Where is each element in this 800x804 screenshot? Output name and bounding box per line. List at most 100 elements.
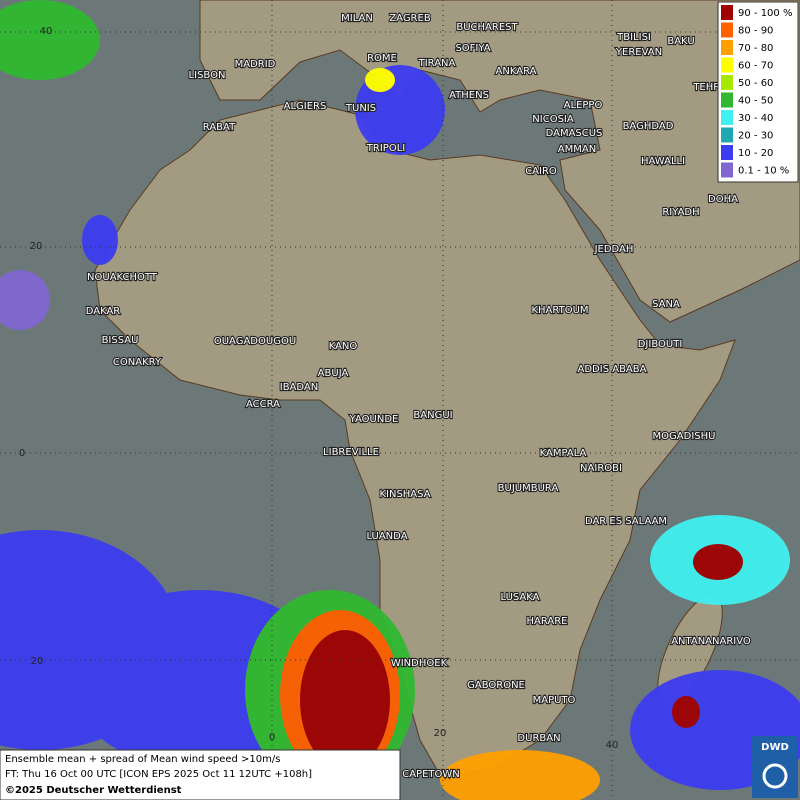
graticule-label: 40: [40, 26, 53, 37]
legend-label: 0.1 - 10 %: [738, 166, 789, 177]
footer-line: ©2025 Deutscher Wetterdienst: [5, 785, 182, 796]
city-label: LUANDA: [366, 531, 407, 542]
city-label: GABORONE: [467, 680, 525, 691]
city-label: MILAN: [341, 13, 373, 24]
eurasia: [199, 0, 800, 323]
city-label: YAOUNDE: [349, 414, 399, 425]
city-label: DJIBOUTI: [638, 339, 683, 350]
city-label: BANGUI: [413, 410, 452, 421]
city-label: TUNIS: [345, 103, 376, 114]
logo-text: DWD: [761, 742, 789, 753]
legend-label: 80 - 90: [738, 26, 773, 37]
legend-swatch: [721, 57, 733, 73]
area: [672, 696, 700, 728]
city-label: ALEPPO: [564, 100, 603, 111]
city-label: CAIRO: [525, 166, 557, 177]
city-label: OUAGADOUGOU: [214, 336, 296, 347]
city-label: DAR ES SALAAM: [585, 516, 667, 527]
legend-swatch: [721, 110, 733, 125]
city-label: KANO: [329, 341, 358, 352]
legend-label: 90 - 100 %: [738, 8, 792, 19]
area: [300, 630, 390, 770]
city-label: ABUJA: [318, 368, 349, 379]
city-label: WINDHOEK: [391, 658, 448, 669]
city-label: MAPUTO: [533, 695, 576, 706]
legend-label: 40 - 50: [738, 96, 773, 107]
city-label: ZAGREB: [389, 13, 431, 24]
area: [693, 544, 743, 580]
city-label: TRIPOLI: [366, 143, 405, 154]
city-label: NAIROBI: [580, 463, 622, 474]
city-label: YEREVAN: [615, 47, 662, 58]
legend-label: 70 - 80: [738, 43, 773, 54]
city-label: ANKARA: [496, 66, 537, 77]
legend-label: 30 - 40: [738, 113, 773, 124]
city-label: CAPETOWN: [402, 769, 460, 780]
legend-items: 90 - 100 % 80 - 90 70 - 80 60 - 70 50 - 60 40…: [721, 5, 792, 178]
city-label: SOFIYA: [455, 43, 490, 54]
city-label: ROME: [367, 53, 397, 64]
city-label: ADDIS ABABA: [578, 364, 647, 375]
legend-swatch: [721, 92, 733, 108]
city-label: LISBON: [189, 70, 226, 81]
area: [365, 68, 395, 92]
city-label: DURBAN: [517, 733, 560, 744]
city-label: MOGADISHU: [653, 431, 716, 442]
legend-swatch: [721, 162, 733, 178]
graticule-label: 0: [269, 732, 275, 743]
city-label: KINSHASA: [379, 489, 430, 500]
labels: MILAN ZAGREB BUCHAREST LISBON MADRID ROME SOFI…: [19, 12, 752, 781]
city-label: JEDDAH: [594, 244, 634, 255]
city-label: ALGIERS: [284, 101, 327, 112]
city-label: DAKAR: [86, 306, 121, 317]
city-label: LUSAKA: [501, 592, 540, 603]
graticule-label: 20: [31, 656, 44, 667]
graticule-label: 20: [434, 728, 447, 739]
city-label: SANA: [652, 299, 680, 310]
area: [0, 0, 100, 80]
city-label: ANTANANARIVO: [671, 636, 751, 647]
footer-box: [0, 749, 401, 801]
area: [440, 750, 600, 804]
logo: DWD: [752, 736, 798, 798]
footer: Ensemble mean + spread of Mean wind spee…: [0, 749, 401, 801]
footer-line: Ensemble mean + spread of Mean wind spee…: [5, 754, 280, 765]
city-label: LIBREVILLE: [323, 447, 379, 458]
city-label: NOUAKCHOTT: [87, 272, 158, 283]
city-label: BAKU: [667, 36, 694, 47]
graticule-label: 0: [19, 448, 25, 459]
city-label: CONAKRY: [113, 357, 162, 368]
city-label: IBADAN: [280, 382, 319, 393]
legend-label: 50 - 60: [738, 78, 773, 89]
graticule-label: 40: [606, 740, 619, 751]
city-label: MADRID: [235, 59, 276, 70]
legend: 90 - 100 % 80 - 90 70 - 80 60 - 70 50 - 60 40…: [717, 1, 799, 183]
legend-swatch: [721, 127, 733, 143]
city-label: NICOSIA: [532, 114, 574, 125]
graticule-label: 20: [30, 241, 43, 252]
city-label: TIRANA: [418, 58, 456, 69]
footer-line: FT: Thu 16 Oct 00 UTC [ICON EPS 2025 Oct…: [5, 769, 312, 780]
city-label: DOHA: [708, 194, 738, 205]
legend-swatch: [721, 75, 733, 90]
city-label: KAMPALA: [540, 448, 587, 459]
legend-swatch: [721, 145, 733, 160]
city-label: RABAT: [203, 122, 236, 133]
city-label: ACCRA: [246, 399, 280, 410]
city-label: ATHENS: [449, 90, 489, 101]
africa: [94, 99, 736, 776]
area: [0, 270, 50, 330]
legend-label: 20 - 30: [738, 131, 773, 142]
city-label: RIYADH: [662, 207, 699, 218]
city-label: DAMASCUS: [546, 128, 603, 139]
legend-label: 60 - 70: [738, 61, 773, 72]
legend-swatch: [721, 22, 733, 38]
city-label: TBILISI: [616, 32, 651, 43]
city-label: AMMAN: [558, 144, 596, 155]
legend-swatch: [721, 40, 733, 55]
city-label: KHARTOUM: [531, 305, 588, 316]
legend-swatch: [721, 5, 733, 20]
